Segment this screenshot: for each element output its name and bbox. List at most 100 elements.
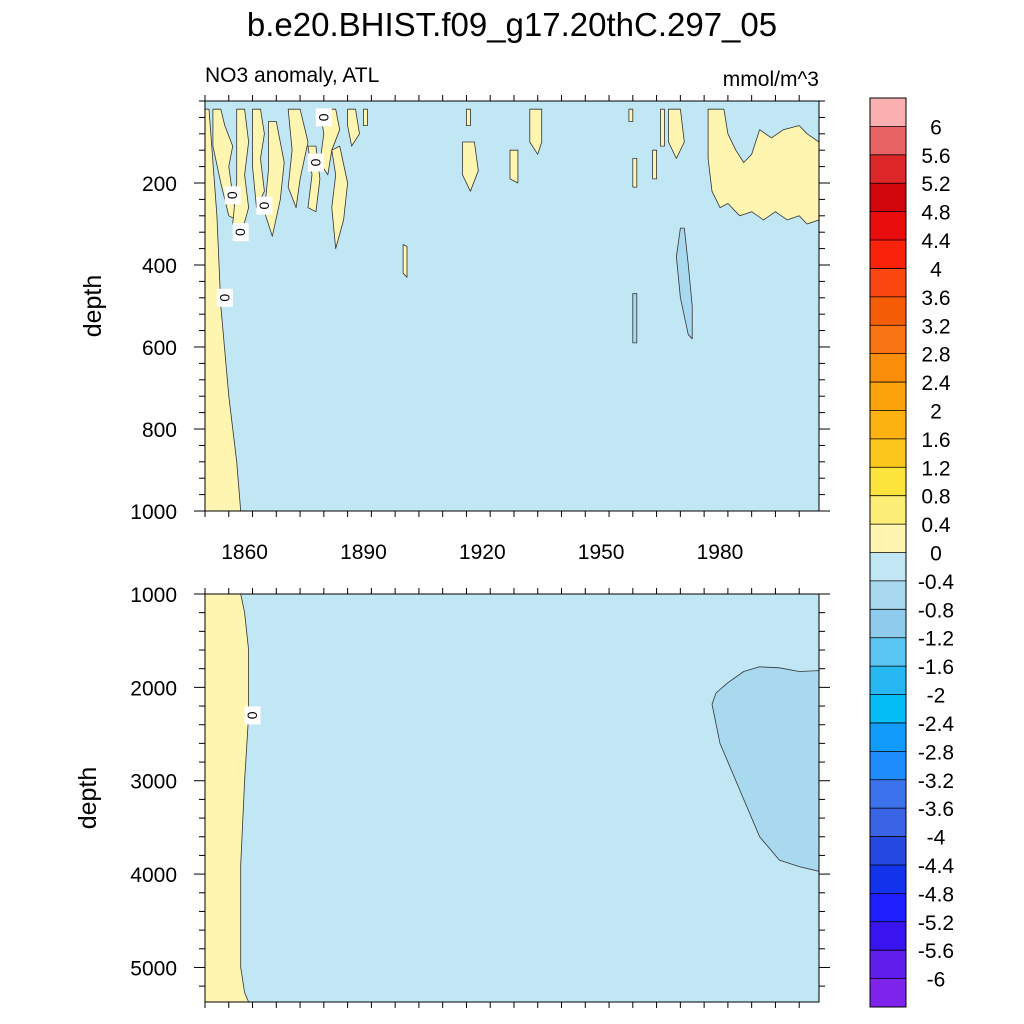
y-tick-label: 1000 <box>130 584 177 607</box>
colorbar-tick-label: 1.6 <box>921 429 950 452</box>
contour-label-text: 0 <box>225 191 241 199</box>
colorbar-swatch <box>870 410 906 440</box>
colorbar: -6 -5.6 -5.2 -4.8 -4.4 -4 -3.6 -3.2 -2.8 -2.4 -2 -1… <box>869 97 955 1008</box>
colorbar-swatch <box>870 666 906 695</box>
colorbar-swatch <box>870 609 906 639</box>
colorbar-swatch <box>870 836 906 866</box>
colorbar-swatch <box>870 240 906 269</box>
colorbar-swatch <box>870 325 906 354</box>
colorbar-swatch <box>870 382 906 411</box>
colorbar-tick-label: 2.4 <box>921 372 951 395</box>
x-tick-label: 1950 <box>578 541 625 564</box>
colorbar-swatch <box>870 950 906 979</box>
lower-negative-region <box>711 666 819 872</box>
lower-panel: 0 1000 2000 3000 4000 5000 depth <box>74 584 830 1008</box>
upper-contour-label: 0 <box>307 153 324 172</box>
colorbar-swatch <box>870 268 906 298</box>
colorbar-swatch <box>870 893 906 923</box>
lower-contour-label: 0 <box>244 706 261 725</box>
colorbar-tick-label: 2 <box>930 400 942 423</box>
upper-plot-area: 0 0 0 0 0 0 <box>205 101 819 511</box>
colorbar-swatch <box>870 978 906 1008</box>
panel-subtitle-left: NO3 anomaly, ATL <box>205 64 379 87</box>
x-tick-label: 1890 <box>340 541 387 564</box>
y-tick-label: 800 <box>142 419 177 442</box>
figure-title: b.e20.BHIST.f09_g17.20thC.297_05 <box>247 6 777 43</box>
upper-contour-label: 0 <box>224 186 241 205</box>
colorbar-swatch <box>870 296 906 326</box>
colorbar-tick-label: 3.2 <box>921 315 950 338</box>
contour-label-text: 0 <box>308 159 324 167</box>
x-tick-label: 1980 <box>697 541 744 564</box>
colorbar-tick-label: -1.6 <box>918 656 954 679</box>
panel-subtitle-right: mmol/m^3 <box>723 68 819 91</box>
colorbar-swatch <box>870 183 906 212</box>
colorbar-swatch <box>870 154 906 184</box>
colorbar-tick-label: -4.4 <box>918 855 955 878</box>
upper-panel: 0 0 0 0 0 0 1860 1890 1920 1950 1980 200 400 600 800 10… <box>79 95 830 564</box>
upper-negative-region <box>676 227 693 340</box>
y-tick-label: 2000 <box>130 677 177 700</box>
contour-label-text: 0 <box>245 712 261 720</box>
colorbar-swatch <box>870 552 906 582</box>
colorbar-tick-label: -1.2 <box>918 628 954 651</box>
lower-plot-area: 0 <box>205 594 819 1002</box>
colorbar-swatch <box>870 722 906 752</box>
upper-positive-region <box>402 244 408 278</box>
colorbar-tick-label: 4 <box>930 258 942 281</box>
colorbar-swatch <box>870 126 906 156</box>
upper-positive-region <box>707 108 819 225</box>
x-tick-label: 1860 <box>221 541 268 564</box>
colorbar-tick-label: -6 <box>927 969 946 992</box>
y-axis-label: depth <box>79 275 107 338</box>
colorbar-swatch <box>870 694 906 724</box>
y-axis-label: depth <box>74 767 102 830</box>
contour-label-text: 0 <box>316 114 332 122</box>
colorbar-tick-label: -4.8 <box>918 883 954 906</box>
colorbar-swatch <box>870 98 906 127</box>
colorbar-swatch <box>870 779 906 809</box>
upper-positive-region <box>632 157 638 188</box>
colorbar-tick-label: -5.6 <box>918 940 954 963</box>
colorbar-tick-label: -3.6 <box>918 798 954 821</box>
colorbar-swatch <box>870 524 906 553</box>
colorbar-tick-label: -2.8 <box>918 741 954 764</box>
colorbar-tick-label: 6 <box>930 116 942 139</box>
colorbar-tick-label: -0.8 <box>918 599 954 622</box>
y-tick-label: 5000 <box>130 957 177 980</box>
colorbar-swatch <box>870 438 906 468</box>
colorbar-swatch <box>870 921 906 951</box>
colorbar-tick-label: 5.6 <box>921 145 950 168</box>
upper-positive-region <box>652 149 657 180</box>
colorbar-swatch <box>870 467 906 496</box>
upper-positive-region <box>252 108 265 209</box>
colorbar-tick-label: -2 <box>927 685 946 708</box>
upper-frame <box>204 100 820 512</box>
contour-label-text: 0 <box>217 294 233 302</box>
y-tick-label: 200 <box>142 173 177 196</box>
upper-positive-region <box>287 108 309 209</box>
upper-positive-region <box>465 108 471 126</box>
lower-background-fill <box>205 594 819 1002</box>
upper-positive-region <box>660 108 665 147</box>
upper-contour-label: 0 <box>216 288 233 307</box>
upper-positive-region <box>205 108 242 511</box>
upper-contour-label: 0 <box>256 196 273 215</box>
colorbar-tick-label: 0 <box>930 543 942 566</box>
upper-positive-region <box>331 145 349 250</box>
colorbar-tick-label: -5.2 <box>918 912 954 935</box>
y-tick-label: 3000 <box>130 771 177 794</box>
y-tick-label: 600 <box>142 337 177 360</box>
upper-positive-region <box>509 149 519 184</box>
colorbar-tick-label: 1.2 <box>921 457 950 480</box>
colorbar-tick-label: 0.4 <box>921 514 951 537</box>
colorbar-swatch <box>870 864 906 894</box>
upper-positive-region <box>529 108 543 155</box>
y-tick-label: 400 <box>142 255 177 278</box>
upper-positive-region <box>668 108 685 159</box>
lower-positive-region <box>205 594 250 1002</box>
colorbar-tick-label: 2.8 <box>921 344 950 367</box>
upper-positive-region <box>347 108 360 147</box>
colorbar-swatch <box>870 211 906 241</box>
contour-label-text: 0 <box>256 202 272 210</box>
